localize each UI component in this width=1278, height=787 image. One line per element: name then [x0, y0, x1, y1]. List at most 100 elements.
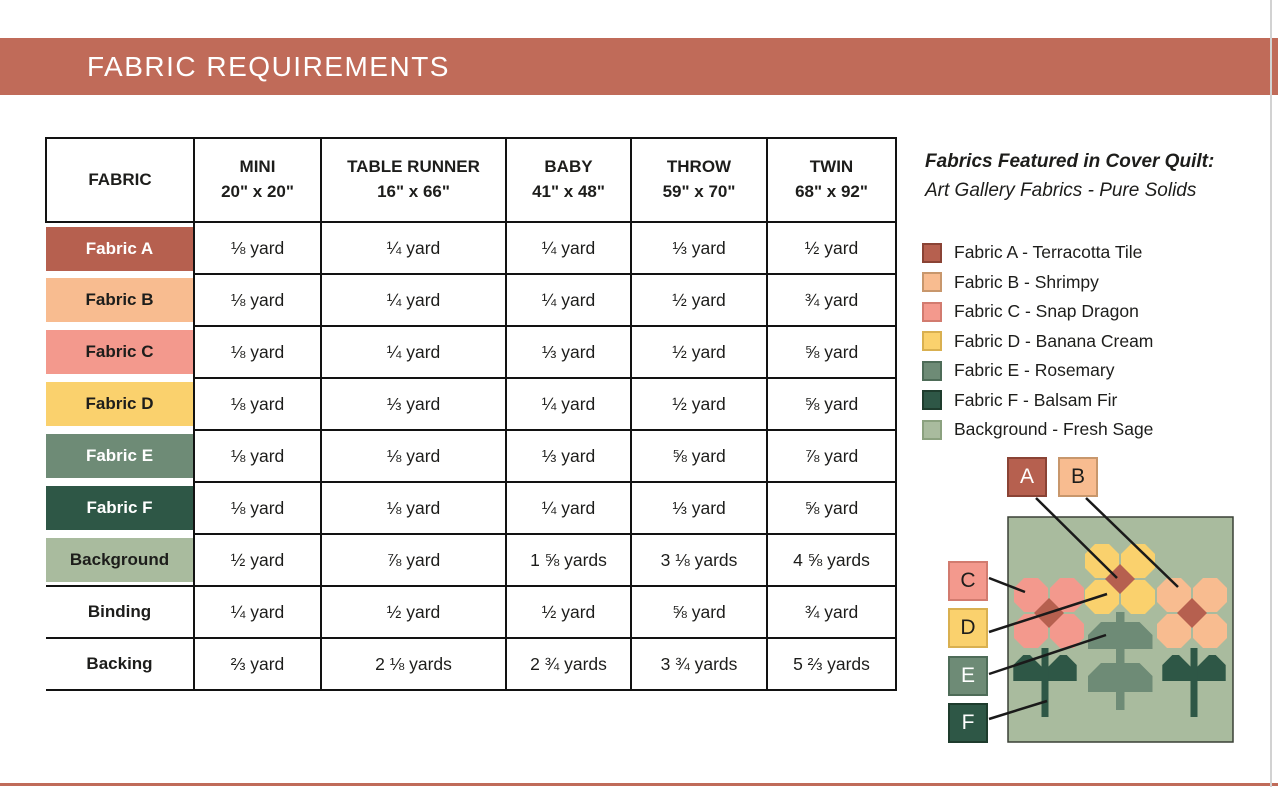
yardage-cell: ⅓ yard — [505, 429, 632, 483]
fabric-swatch-icon — [922, 419, 942, 440]
yardage-cell: ½ yard — [320, 585, 507, 639]
row-label: Fabric E — [46, 434, 193, 478]
pointer-line-c — [988, 576, 1026, 594]
column-header: BABY 41" x 48" — [505, 137, 632, 223]
stem-middle — [1088, 612, 1153, 710]
callout-chip-a: A — [1007, 457, 1047, 497]
legend-label: Fabric F - Balsam Fir — [954, 389, 1118, 410]
column-header: TABLE RUNNER 16" x 66" — [320, 137, 507, 223]
legend-list: Fabric A - Terracotta Tile Fabric B - Shr… — [922, 238, 1153, 445]
quilt-diagram-svg — [988, 497, 1234, 743]
row-label: Background — [46, 537, 193, 582]
legend-item: Fabric F - Balsam Fir — [922, 386, 1153, 416]
legend-title: Fabrics Featured in Cover Quilt: — [925, 151, 1215, 172]
yardage-cell: ⅓ yard — [505, 325, 632, 379]
legend-label: Fabric B - Shrimpy — [954, 271, 1099, 292]
row-label-cell: Binding — [46, 585, 194, 638]
row-label-cell: Fabric C — [46, 326, 194, 378]
yardage-cell: ⅛ yard — [193, 429, 322, 483]
yardage-cell: ⅝ yard — [630, 585, 768, 639]
legend-item: Fabric D - Banana Cream — [922, 327, 1153, 357]
yardage-cell: ⅛ yard — [193, 221, 322, 275]
callout-chip-f: F — [948, 703, 988, 743]
yardage-cell: ⅝ yard — [630, 429, 768, 483]
fabric-swatch-icon — [922, 390, 942, 411]
yardage-cell: ⅝ yard — [766, 377, 897, 431]
yardage-cell: ½ yard — [630, 377, 768, 431]
yardage-cell: 4 ⅝ yards — [766, 533, 897, 587]
yardage-cell: ⅝ yard — [766, 325, 897, 379]
row-label: Fabric D — [46, 382, 193, 426]
pointer-line-d — [988, 592, 1108, 634]
legend-label: Background - Fresh Sage — [954, 419, 1154, 440]
yardage-cell: ⅛ yard — [193, 273, 322, 327]
yardage-cell: ¼ yard — [320, 325, 507, 379]
yardage-cell: ¾ yard — [766, 585, 897, 639]
yardage-cell: ⅛ yard — [193, 325, 322, 379]
legend-label: Fabric C - Snap Dragon — [954, 301, 1139, 322]
callout-chip-d: D — [948, 608, 988, 648]
yardage-cell: ½ yard — [630, 273, 768, 327]
yardage-cell: ⅔ yard — [193, 637, 322, 691]
legend-item: Fabric C - Snap Dragon — [922, 297, 1153, 327]
yardage-cell: ⅛ yard — [320, 481, 507, 535]
pointer-line-f — [988, 699, 1048, 721]
yardage-cell: ¼ yard — [505, 273, 632, 327]
row-label-cell: Fabric D — [46, 378, 194, 430]
yardage-cell: ⅓ yard — [320, 377, 507, 431]
quilt-diagram: A B C D E F — [940, 450, 1240, 750]
row-label-cell: Fabric E — [46, 430, 194, 482]
yardage-cell: ⅛ yard — [193, 481, 322, 535]
leaf — [1088, 663, 1116, 692]
pointer-line-e — [988, 633, 1107, 676]
row-label: Backing — [46, 640, 193, 688]
leaf — [1124, 622, 1153, 649]
callout-chip-c: C — [948, 561, 988, 601]
row-label-cell: Background — [46, 534, 194, 586]
page-title: FABRIC REQUIREMENTS — [87, 51, 450, 82]
yardage-cell: ⅞ yard — [320, 533, 507, 587]
yardage-cell: ½ yard — [766, 221, 897, 275]
leaf — [1124, 663, 1153, 692]
legend-label: Fabric D - Banana Cream — [954, 330, 1154, 351]
row-label: Fabric A — [46, 226, 193, 271]
yardage-cell: 3 ¾ yards — [630, 637, 768, 691]
yardage-cell: ⅞ yard — [766, 429, 897, 483]
column-header: FABRIC — [45, 137, 195, 223]
row-label-cell: Backing — [46, 637, 194, 690]
legend-item: Fabric A - Terracotta Tile — [922, 238, 1153, 268]
yardage-cell: ⅛ yard — [320, 429, 507, 483]
bottom-page-rule — [0, 783, 1278, 786]
row-label: Fabric C — [46, 330, 193, 374]
yardage-cell: ½ yard — [630, 325, 768, 379]
legend-item: Background - Fresh Sage — [922, 415, 1153, 445]
fabric-requirements-table: FABRIC MINI 20" x 20" TABLE RUNNER 16" x 66"… — [45, 137, 897, 691]
row-label-cell: Fabric F — [46, 482, 194, 534]
yardage-cell: ½ yard — [505, 585, 632, 639]
yardage-cell: ¼ yard — [505, 481, 632, 535]
table-row: Binding ¼ yard ½ yard ½ yard ⅝ yard ¾ yard — [46, 585, 897, 639]
yardage-cell: ⅓ yard — [630, 481, 768, 535]
row-label: Fabric B — [46, 278, 193, 322]
yardage-cell: ⅝ yard — [766, 481, 897, 535]
yardage-cell: ¼ yard — [505, 377, 632, 431]
yardage-cell: 5 ⅔ yards — [766, 637, 897, 691]
table-row: Backing ⅔ yard 2 ⅛ yards 2 ¾ yards 3 ¾ yards… — [46, 637, 897, 691]
row-label: Binding — [46, 588, 193, 636]
flower-center-diamond — [1177, 598, 1207, 628]
table-header-row: FABRIC MINI 20" x 20" TABLE RUNNER 16" x 66"… — [45, 137, 897, 223]
yardage-cell: ¼ yard — [320, 273, 507, 327]
column-header: THROW 59" x 70" — [630, 137, 768, 223]
pointer-line-b — [1085, 497, 1179, 588]
yardage-cell: ½ yard — [193, 533, 322, 587]
legend-item: Fabric E - Rosemary — [922, 356, 1153, 386]
flower-center-diamond — [1105, 564, 1135, 594]
title-banner: FABRIC REQUIREMENTS — [0, 38, 1278, 95]
